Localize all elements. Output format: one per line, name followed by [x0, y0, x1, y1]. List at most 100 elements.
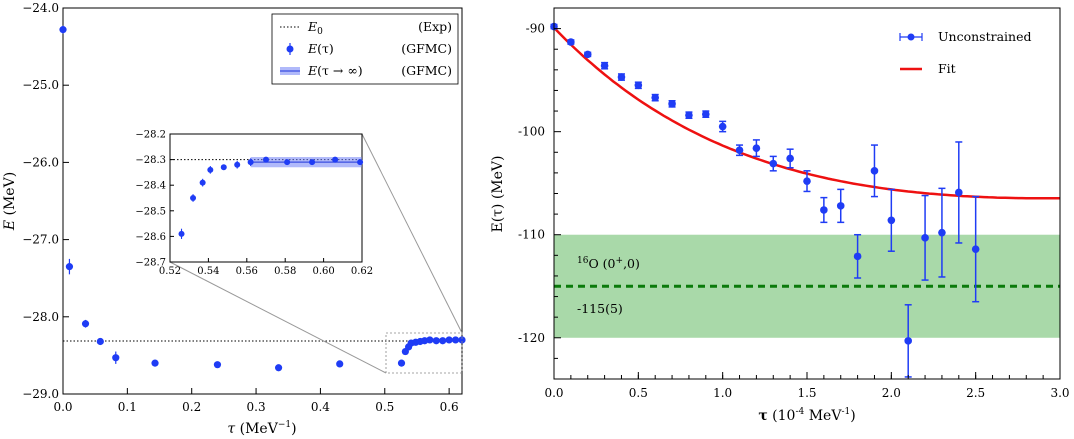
right-data-point — [853, 252, 862, 261]
legend-etau-label: E(τ) — [307, 41, 334, 56]
inset-data-point — [178, 230, 185, 237]
band-value-label: -115(5) — [577, 301, 623, 316]
legend-etau-tag: (GFMC) — [401, 41, 452, 56]
right-data-point — [617, 73, 626, 81]
inset-chart: 0.52 0.54 0.56 0.58 0.60 0.62 −28.2 −28.3 −28.4… — [135, 130, 373, 278]
inset-data-point — [220, 164, 227, 171]
inset-x-tick-label: 0.52 — [159, 266, 181, 277]
right-data-point — [600, 61, 609, 70]
left-y-tick-label: −28.0 — [22, 310, 59, 324]
right-data-point — [803, 177, 811, 185]
inset-data-point — [332, 156, 339, 163]
inset-x-tick-label: 0.54 — [197, 266, 219, 277]
inset-y-tick-label: −28.3 — [135, 155, 166, 166]
right-x-ticks: 0.0 0.5 1.0 1.5 2.0 2.5 3.0 — [544, 372, 1070, 400]
left-plot-frame — [62, 7, 463, 395]
right-y-tick-label: -120 — [518, 331, 545, 345]
right-x-tick-label: 1.5 — [797, 386, 816, 400]
right-data-point — [786, 154, 794, 163]
right-data-point — [955, 188, 963, 197]
left-y-tick-label: −29.0 — [22, 387, 59, 401]
zoom-connector-upper — [361, 133, 463, 334]
zoom-region-box — [385, 332, 463, 374]
legend-unconstrained-label: Unconstrained — [938, 29, 1031, 44]
left-y-tick-label: −27.0 — [22, 233, 59, 247]
left-y-tick-label: −26.0 — [22, 155, 59, 169]
inset-x-tick-label: 0.60 — [312, 266, 334, 277]
left-data-point — [274, 364, 283, 372]
inset-data-point — [199, 179, 206, 186]
zoom-connector-lower — [169, 261, 387, 374]
right-data-point — [820, 206, 828, 214]
left-x-tick-label: 0.3 — [247, 400, 266, 414]
left-x-tick-label: 0.4 — [311, 400, 330, 414]
left-data-point — [451, 336, 460, 344]
left-chart: 0.0 0.1 0.2 0.3 0.4 0.5 0.6 −24.0 −25.0 −26.0 −27… — [2, 1, 466, 437]
left-x-tick-label: 0.2 — [182, 400, 201, 414]
left-x-tick-label: 0.0 — [53, 400, 72, 414]
left-data-point — [96, 337, 104, 346]
right-y-axis-label: E(τ) (MeV) — [490, 156, 506, 233]
left-data-point — [426, 336, 434, 344]
inset-y-ticks: −28.2 −28.3 −28.4 −28.5 −28.6 −28.7 — [135, 130, 174, 269]
right-data-point — [938, 228, 946, 237]
left-data-point — [445, 336, 453, 344]
legend-unconstrained-swatch — [907, 33, 915, 41]
right-data-point — [752, 144, 761, 152]
right-data-point — [567, 38, 575, 46]
inset-x-tick-label: 0.56 — [236, 266, 258, 277]
left-y-ticks: −24.0 −25.0 −26.0 −27.0 −28.0 −29.0 — [22, 1, 69, 401]
left-data-point — [59, 26, 67, 34]
left-data-point — [112, 354, 120, 362]
inset-x-tick-label: 0.58 — [274, 266, 296, 277]
left-legend-box — [271, 13, 459, 85]
inset-data-point — [357, 159, 364, 166]
inset-y-tick-label: −28.7 — [135, 258, 166, 269]
inset-y-tick-label: −28.5 — [135, 206, 166, 217]
inset-data-point — [207, 166, 214, 173]
right-data-point — [836, 202, 845, 210]
right-x-tick-label: 0.5 — [629, 386, 648, 400]
left-x-tick-label: 0.6 — [440, 400, 459, 414]
inset-data-point — [234, 161, 241, 168]
right-y-tick-label: -90 — [526, 22, 545, 36]
left-y-tick-label: −24.0 — [22, 1, 59, 15]
left-data-point — [397, 359, 406, 367]
inset-data-point — [263, 156, 269, 163]
right-chart: 0.0 0.5 1.0 1.5 2.0 2.5 3.0 -90 -100 -110 -120 16… — [490, 7, 1070, 424]
right-data-point — [718, 122, 727, 131]
legend-e0-label: E0 — [307, 19, 323, 37]
right-x-tick-label: 1.0 — [713, 386, 732, 400]
left-data-point — [439, 337, 447, 345]
left-data-point — [213, 361, 222, 369]
right-y-ticks: -90 -100 -110 -120 — [518, 7, 561, 359]
inset-data-point — [190, 195, 197, 201]
inset-data-point — [247, 159, 254, 166]
legend-einf-label: E(τ → ∞) — [307, 63, 363, 78]
right-data-point — [634, 81, 643, 90]
inset-x-tick-label: 0.62 — [351, 266, 373, 277]
right-x-tick-label: 0.0 — [544, 386, 563, 400]
inset-y-tick-label: −28.2 — [135, 130, 166, 141]
legend-e0-tag: (Exp) — [418, 19, 452, 34]
inset-frame — [169, 133, 363, 263]
right-data-point — [668, 100, 676, 108]
legend-etau-swatch — [286, 45, 294, 53]
right-data-point — [921, 234, 929, 242]
right-data-point — [904, 337, 912, 345]
legend-fit-label: Fit — [938, 61, 956, 76]
left-points — [59, 25, 466, 372]
right-data-point — [887, 216, 896, 225]
inset-y-tick-label: −28.6 — [135, 232, 166, 243]
right-y-tick-label: -100 — [518, 125, 545, 139]
right-x-axis-label: τ (10-4 MeV-1) — [758, 407, 855, 424]
inset-data-point — [309, 159, 316, 166]
right-data-point — [583, 50, 592, 59]
legend-einf-tag: (GFMC) — [401, 63, 452, 78]
left-x-tick-label: 0.1 — [118, 400, 137, 414]
left-x-axis-label: τ (MeV−1) — [227, 420, 296, 437]
right-data-point — [971, 245, 980, 253]
right-legend: Unconstrained Fit — [899, 29, 1031, 76]
inset-data-point — [284, 159, 291, 166]
